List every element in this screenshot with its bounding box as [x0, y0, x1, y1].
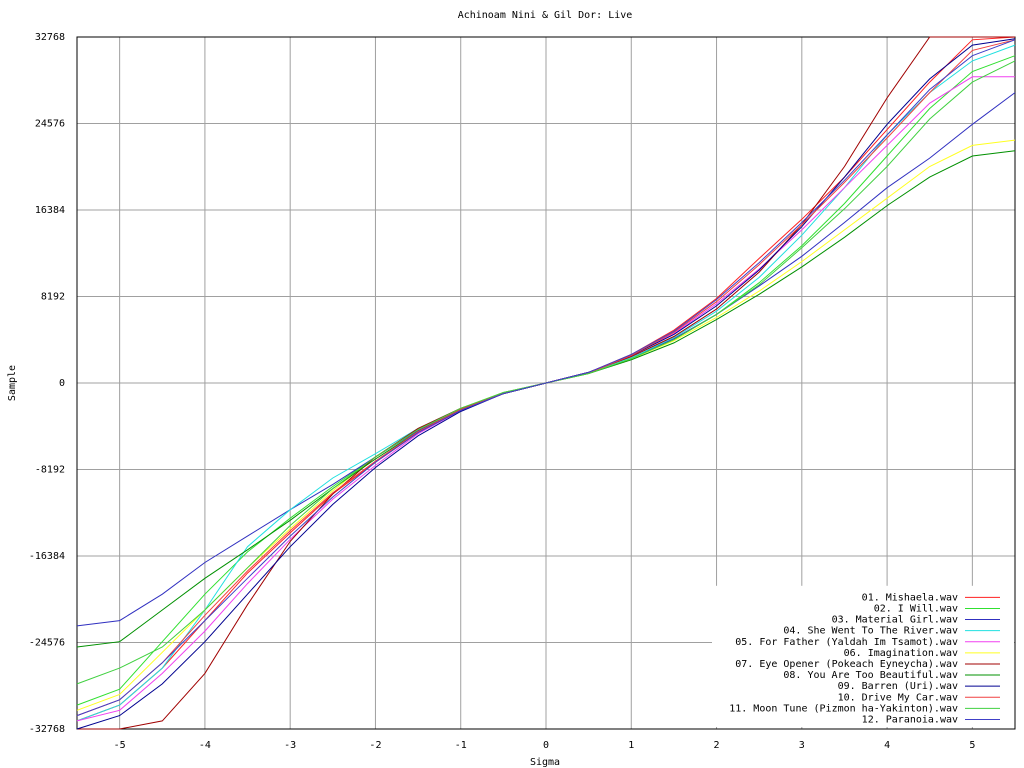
- x-tick-label: 1: [628, 740, 634, 751]
- legend-label: 06. Imagination.wav: [844, 648, 958, 659]
- x-tick-label: -5: [114, 740, 126, 751]
- legend-label: 04. She Went To The River.wav: [783, 626, 958, 637]
- x-tick-label: 3: [799, 740, 805, 751]
- x-tick-label: -1: [455, 740, 467, 751]
- y-tick-label: 24576: [35, 119, 65, 130]
- x-tick-label: 5: [969, 740, 975, 751]
- plot-border: [76, 36, 1016, 730]
- y-tick-label: 16384: [35, 205, 65, 216]
- legend-label: 03. Material Girl.wav: [832, 615, 958, 626]
- legend-label: 02. I Will.wav: [874, 603, 958, 614]
- series-line: [76, 39, 1016, 717]
- x-tick-label: 4: [884, 740, 890, 751]
- y-tick-label: -24576: [29, 638, 65, 649]
- x-axis-label: Sigma: [530, 757, 560, 768]
- legend-box: [712, 585, 1014, 727]
- y-tick-label: 0: [59, 378, 65, 389]
- y-tick-label: -32768: [29, 724, 65, 735]
- legend-label: 01. Mishaela.wav: [862, 592, 958, 603]
- y-tick-label: -8192: [35, 465, 65, 476]
- legend-label: 10. Drive My Car.wav: [838, 692, 958, 703]
- x-tick-label: 0: [543, 740, 549, 751]
- y-tick-label: 32768: [35, 32, 65, 43]
- legend-label: 08. You Are Too Beautiful.wav: [783, 670, 958, 681]
- chart-title: Achinoam Nini & Gil Dor: Live: [458, 10, 633, 21]
- legend-label: 12. Paranoia.wav: [862, 714, 958, 725]
- y-tick-label: 8192: [41, 292, 65, 303]
- legend-label: 07. Eye Opener (Pokeach Eyneycha).wav: [735, 659, 958, 670]
- x-tick-label: -4: [199, 740, 211, 751]
- legend-label: 11. Moon Tune (Pizmon ha-Yakinton).wav: [729, 703, 958, 714]
- x-tick-label: -2: [369, 740, 381, 751]
- x-tick-label: -3: [284, 740, 296, 751]
- y-tick-label: -16384: [29, 551, 65, 562]
- legend-label: 09. Barren (Uri).wav: [838, 681, 958, 692]
- y-axis-label: Sample: [7, 365, 18, 401]
- legend-label: 05. For Father (Yaldah Im Tsamot).wav: [735, 637, 958, 648]
- x-tick-label: 2: [714, 740, 720, 751]
